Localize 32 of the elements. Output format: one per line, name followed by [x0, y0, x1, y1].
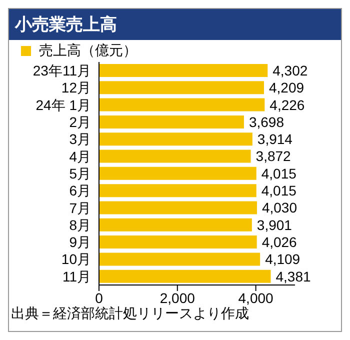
data-label: 4,109 [265, 251, 300, 268]
chart-title: 小売業売上高 [9, 9, 341, 40]
y-tick-label: 2月 [69, 114, 91, 130]
y-tick-label: 23年11月 [32, 62, 91, 79]
y-tick-label: 11月 [62, 268, 91, 284]
x-tick-label: 0 [95, 290, 104, 306]
data-label: 3,872 [256, 148, 292, 164]
y-tick-label: 6月 [69, 182, 91, 199]
y-tick-label: 12月 [61, 80, 91, 96]
data-label: 4,026 [262, 234, 298, 250]
y-tick-label: 8月 [69, 216, 91, 233]
data-label: 4,302 [272, 62, 308, 78]
x-tick-label: 2,000 [160, 290, 196, 306]
data-label: 3,698 [248, 114, 284, 130]
source-note: 出典＝経済部統計処リリースより作成 [10, 305, 250, 321]
y-tick-label: 9月 [69, 234, 91, 250]
y-tick-label: 3月 [69, 131, 91, 148]
data-label: 4,030 [262, 200, 298, 216]
data-label: 3,914 [257, 131, 293, 148]
y-tick-label: 5月 [69, 165, 91, 182]
data-label: 3,901 [256, 216, 292, 233]
y-tick-label: 24年 1月 [36, 96, 91, 113]
y-tick-label: 7月 [69, 200, 91, 216]
data-label: 4,226 [270, 96, 305, 113]
y-tick-label: 4月 [69, 148, 91, 164]
x-tick-label: 4,000 [238, 290, 274, 306]
data-label: 4,015 [261, 182, 297, 199]
data-label: 4,209 [268, 80, 304, 96]
data-label: 4,015 [261, 165, 297, 182]
data-label: 4,381 [276, 268, 311, 284]
legend-label: 売上高（億元） [38, 42, 137, 60]
y-tick-label: 10月 [61, 251, 91, 268]
